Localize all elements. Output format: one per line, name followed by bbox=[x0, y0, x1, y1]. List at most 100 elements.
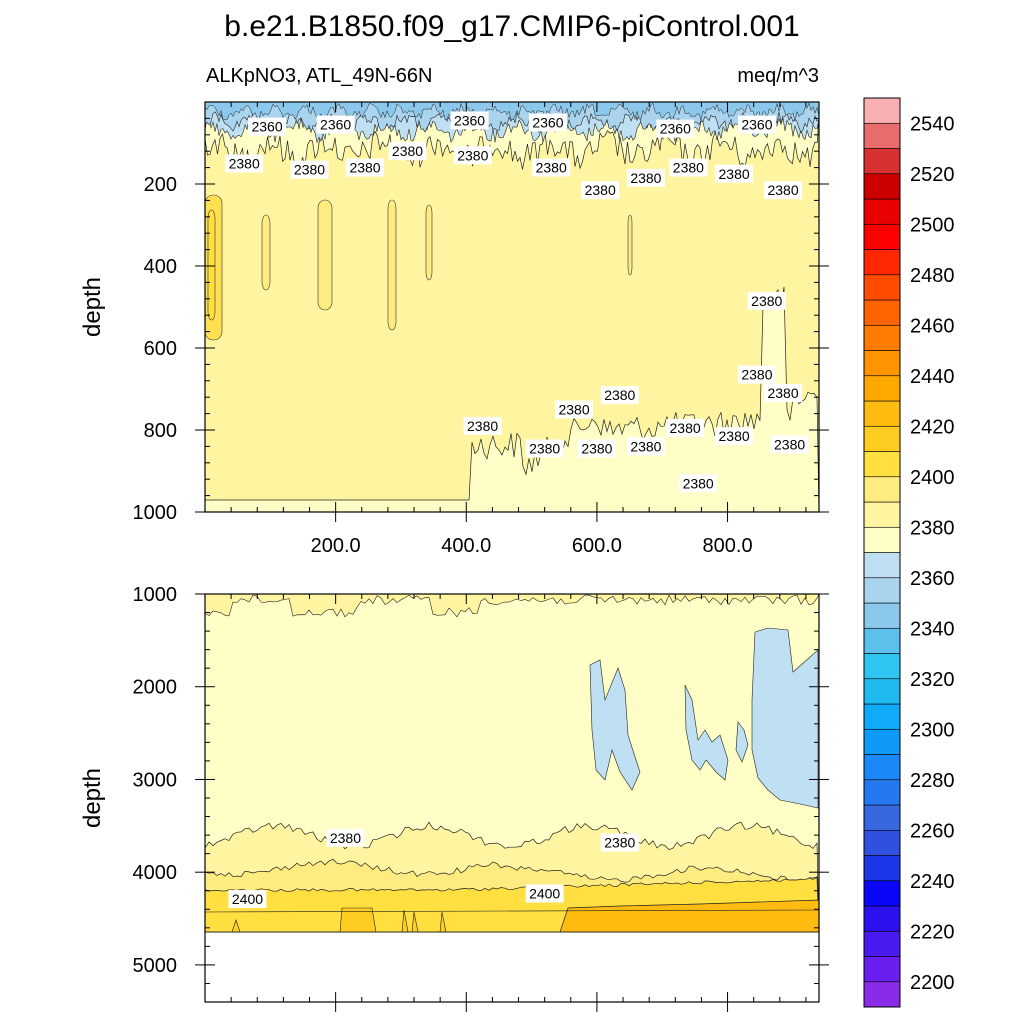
colorbar-cell bbox=[863, 274, 901, 301]
colorbar-cell bbox=[863, 829, 901, 856]
contour-label-box bbox=[737, 365, 776, 384]
colorbar-tick-label: 2420 bbox=[910, 416, 955, 438]
contour-label-box bbox=[600, 386, 639, 405]
contour-label-box bbox=[626, 437, 665, 456]
contour-label-box bbox=[228, 890, 267, 909]
contour-label-text: 2360 bbox=[454, 112, 485, 128]
upper-contour-label: 2360 bbox=[737, 115, 776, 134]
lower-contour-label: 2400 bbox=[228, 890, 267, 909]
upper-panel: 200.0 400.0 600.0 800.0 200 400 600 800 1000 2360… bbox=[133, 101, 829, 557]
contour-label-box bbox=[669, 158, 708, 177]
lower-y-tick-label: 2000 bbox=[133, 677, 178, 699]
colorbar-cell bbox=[863, 299, 901, 326]
upper-contour-label: 2380 bbox=[581, 181, 620, 200]
contour-label-text: 2380 bbox=[767, 385, 798, 401]
colorbar-tick-label: 2240 bbox=[910, 871, 955, 893]
upper-contour-label: 2360 bbox=[528, 113, 567, 132]
contour-label-box bbox=[248, 117, 287, 136]
colorbar-tick-label: 2360 bbox=[910, 568, 955, 590]
colorbar-cell bbox=[863, 425, 901, 452]
upper-contour-label: 2360 bbox=[316, 115, 355, 134]
upper-column-2 bbox=[317, 199, 333, 311]
colorbar-cell bbox=[863, 249, 901, 276]
colorbar-cell bbox=[863, 148, 901, 175]
colorbar-tick-label: 2500 bbox=[910, 214, 955, 236]
contour-label-text: 2380 bbox=[630, 438, 661, 454]
upper-contour-label: 2380 bbox=[532, 158, 571, 177]
colorbar-cell bbox=[863, 501, 901, 528]
lower-fill-2360-blob-1 bbox=[684, 684, 729, 781]
lower-fill-2360-blob-0 bbox=[589, 659, 641, 791]
colorbar-cell bbox=[863, 905, 901, 932]
lower-y-tick-label: 4000 bbox=[133, 862, 178, 884]
contour-label-box bbox=[532, 158, 571, 177]
lower-contour-label: 2380 bbox=[326, 828, 365, 847]
upper-contour-label: 2380 bbox=[747, 291, 786, 310]
y-axis-label-lower: depth bbox=[79, 768, 106, 828]
contour-label-box bbox=[316, 115, 355, 134]
contour-label-text: 2380 bbox=[630, 170, 661, 186]
colorbar-cell bbox=[863, 173, 901, 200]
colorbar-frame bbox=[863, 97, 901, 1008]
contour-label-box bbox=[290, 160, 329, 179]
lower-fill-2360-blob-3 bbox=[751, 627, 819, 809]
upper-y-tick-label: 600 bbox=[144, 338, 177, 360]
contour-label-text: 2380 bbox=[683, 475, 714, 491]
contour-label-text: 2380 bbox=[719, 428, 750, 444]
upper-contour-label: 2380 bbox=[577, 439, 616, 458]
contour-label-text: 2380 bbox=[673, 160, 704, 176]
contour-label-text: 2380 bbox=[604, 835, 635, 851]
colorbar-cell bbox=[863, 653, 901, 680]
upper-contour-label: 2380 bbox=[453, 146, 492, 165]
colorbar-tick-label: 2300 bbox=[910, 719, 955, 741]
lower-fill-2360-blob-2 bbox=[735, 721, 749, 763]
upper-contour-label: 2380 bbox=[715, 427, 754, 446]
x-tick-label: 200.0 bbox=[311, 535, 361, 557]
lower-y-tick-label: 1000 bbox=[133, 584, 178, 606]
upper-y-tick-label: 800 bbox=[144, 420, 177, 442]
contour-label-text: 2400 bbox=[529, 886, 560, 902]
contour-label-box bbox=[770, 435, 809, 454]
x-tick-label: 800.0 bbox=[703, 535, 753, 557]
upper-contour-label: 2380 bbox=[600, 386, 639, 405]
colorbar-cell bbox=[863, 602, 901, 629]
colorbar-cell bbox=[863, 375, 901, 402]
upper-contour-label: 2380 bbox=[764, 384, 803, 403]
contour-label-box bbox=[715, 427, 754, 446]
colorbar-cell bbox=[863, 400, 901, 427]
upper-column-6 bbox=[627, 214, 633, 276]
colorbar-cell bbox=[863, 451, 901, 478]
contour-label-box bbox=[737, 115, 776, 134]
upper-contour-label: 2380 bbox=[679, 474, 718, 493]
contour-label-text: 2380 bbox=[457, 147, 488, 163]
contour-label-text: 2380 bbox=[294, 162, 325, 178]
contour-label-box bbox=[747, 291, 786, 310]
colorbar-tick-label: 2400 bbox=[910, 467, 955, 489]
contour-label-text: 2380 bbox=[741, 367, 772, 383]
upper-contour-label: 2380 bbox=[225, 154, 264, 173]
contour-label-box bbox=[626, 168, 665, 187]
contour-label-box bbox=[450, 111, 489, 130]
colorbar-cell bbox=[863, 678, 901, 705]
contour-label-box bbox=[715, 164, 754, 183]
contour-label-box bbox=[453, 146, 492, 165]
colorbar-cell bbox=[863, 350, 901, 377]
lower-contour-2410 bbox=[205, 909, 819, 913]
colorbar-tick-label: 2280 bbox=[910, 770, 955, 792]
colorbar-cell bbox=[863, 728, 901, 755]
colorbar-cell bbox=[863, 223, 901, 250]
upper-y-tick-label: 1000 bbox=[133, 502, 178, 524]
upper-contour-label: 2380 bbox=[388, 142, 427, 161]
contour-label-box bbox=[679, 474, 718, 493]
contour-label-box bbox=[577, 439, 616, 458]
colorbar-cell bbox=[863, 880, 901, 907]
colorbar-cell bbox=[863, 198, 901, 225]
variable-subtitle: ALKpNO3, ATL_49N-66N bbox=[206, 65, 432, 87]
upper-contour-label: 2360 bbox=[656, 119, 695, 138]
contour-label-box bbox=[528, 113, 567, 132]
contour-label-text: 2380 bbox=[229, 156, 260, 172]
colorbar-cell bbox=[863, 703, 901, 730]
colorbar-cell bbox=[863, 855, 901, 882]
